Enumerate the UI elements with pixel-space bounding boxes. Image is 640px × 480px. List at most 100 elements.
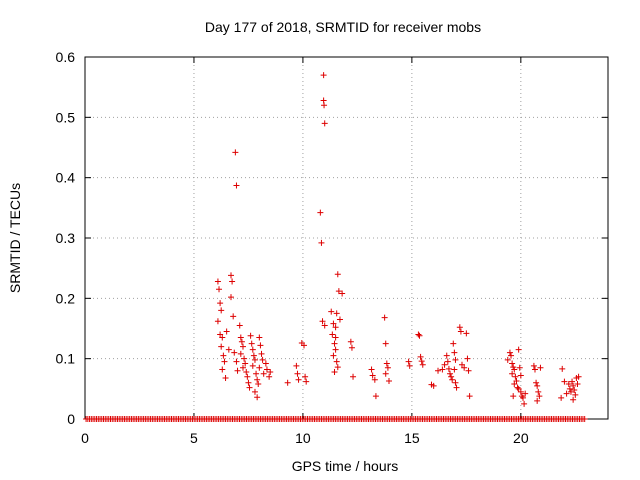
data-point xyxy=(228,272,235,279)
data-point xyxy=(230,313,237,320)
data-point xyxy=(321,120,328,127)
data-point xyxy=(232,149,239,156)
data-point xyxy=(451,349,458,356)
data-point xyxy=(253,370,260,377)
data-point xyxy=(256,334,263,341)
data-point xyxy=(238,338,245,345)
data-point xyxy=(321,322,328,329)
data-point xyxy=(465,367,472,374)
data-point xyxy=(258,350,265,357)
data-point xyxy=(317,209,324,216)
y-tick-label: 0.4 xyxy=(56,170,76,186)
data-point xyxy=(239,343,246,350)
data-point xyxy=(517,388,524,395)
data-point xyxy=(218,343,225,350)
data-point xyxy=(301,342,308,349)
data-point xyxy=(347,338,354,345)
data-point xyxy=(533,379,540,386)
data-point xyxy=(246,384,253,391)
data-points xyxy=(83,72,588,422)
data-point xyxy=(321,102,328,109)
data-point xyxy=(445,365,452,372)
y-tick-label: 0.1 xyxy=(56,351,76,367)
data-point xyxy=(221,358,228,365)
data-point xyxy=(331,368,338,375)
data-point xyxy=(233,358,240,365)
data-point xyxy=(231,349,238,356)
data-point xyxy=(417,353,424,360)
data-point xyxy=(559,365,566,372)
data-point xyxy=(332,334,339,341)
data-point xyxy=(219,334,226,341)
data-point xyxy=(405,358,412,365)
data-point xyxy=(225,346,232,353)
data-point xyxy=(320,72,327,79)
data-point xyxy=(267,368,274,375)
data-point xyxy=(508,352,515,359)
data-point xyxy=(243,368,250,375)
data-point xyxy=(534,382,541,389)
data-point xyxy=(336,316,343,323)
data-point xyxy=(329,331,336,338)
data-point xyxy=(439,366,446,373)
data-point xyxy=(334,271,341,278)
x-tick-label: 20 xyxy=(513,430,529,446)
data-point xyxy=(350,373,357,380)
data-point xyxy=(295,376,302,383)
data-point xyxy=(233,182,240,189)
data-point xyxy=(509,360,516,367)
data-point xyxy=(384,364,391,371)
data-point xyxy=(536,393,543,400)
data-point xyxy=(303,378,310,385)
data-point xyxy=(443,352,450,359)
data-point xyxy=(259,356,266,363)
data-point xyxy=(520,394,527,401)
data-point xyxy=(217,331,224,338)
data-point xyxy=(511,381,518,388)
data-point xyxy=(457,328,464,335)
data-point xyxy=(372,393,379,400)
data-point xyxy=(381,314,388,321)
data-point xyxy=(449,376,456,383)
data-point xyxy=(570,396,577,403)
x-axis-label: GPS time / hours xyxy=(292,458,399,474)
data-point xyxy=(331,340,338,347)
data-point xyxy=(509,370,516,377)
data-point xyxy=(441,361,448,368)
data-point xyxy=(228,294,235,301)
data-point xyxy=(512,373,519,380)
grid-lines xyxy=(85,57,608,419)
data-point xyxy=(571,387,578,394)
data-point xyxy=(214,278,221,285)
data-point xyxy=(419,361,426,368)
data-point xyxy=(266,373,273,380)
data-point xyxy=(458,361,465,368)
data-point xyxy=(237,334,244,341)
y-tick-label: 0.5 xyxy=(56,109,76,125)
data-point xyxy=(249,346,256,353)
data-point xyxy=(450,340,457,347)
data-point xyxy=(217,300,224,307)
data-point xyxy=(236,322,243,329)
data-point xyxy=(383,360,390,367)
data-point xyxy=(332,346,339,353)
data-point xyxy=(506,349,513,356)
data-point xyxy=(453,384,460,391)
data-point xyxy=(254,376,261,383)
data-point xyxy=(504,356,511,363)
data-point xyxy=(435,367,442,374)
data-point xyxy=(335,288,342,295)
chart-title: Day 177 of 2018, SRMTID for receiver mob… xyxy=(205,19,481,35)
data-point xyxy=(293,362,300,369)
data-point xyxy=(244,373,251,380)
data-point xyxy=(531,366,538,373)
data-point xyxy=(241,355,248,362)
data-point xyxy=(284,379,291,386)
data-point xyxy=(452,379,459,386)
data-point xyxy=(513,377,520,384)
x-tick-label: 10 xyxy=(295,430,311,446)
data-point xyxy=(447,370,454,377)
data-point xyxy=(229,278,236,285)
data-point xyxy=(260,370,267,377)
